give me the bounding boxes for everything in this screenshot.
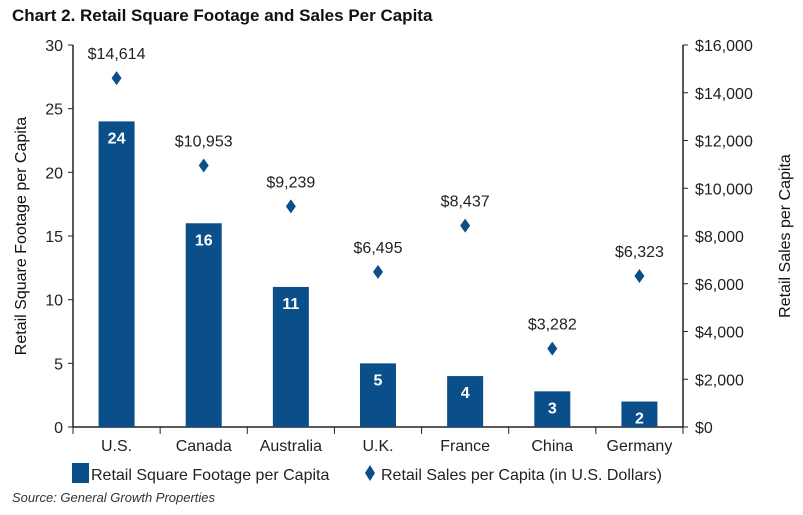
left-tick-label: 10	[45, 293, 63, 310]
bar	[272, 286, 309, 427]
point-label: $8,437	[441, 194, 490, 211]
x-tick-label: Germany	[607, 438, 673, 455]
x-tick-label: U.S.	[101, 438, 132, 455]
diamond-marker	[634, 269, 645, 284]
x-tick-label: China	[531, 438, 573, 455]
bar	[185, 223, 222, 427]
legend-swatch-diamond	[365, 465, 375, 481]
point-label: $6,323	[615, 244, 664, 261]
bar	[447, 376, 484, 427]
legend-label: Retail Square Footage per Capita	[91, 467, 329, 484]
x-tick-label: U.K.	[362, 438, 393, 455]
right-tick-label: $14,000	[695, 86, 753, 103]
right-tick-label: $8,000	[695, 229, 744, 246]
right-tick-label: $10,000	[695, 181, 753, 198]
diamond-marker	[111, 71, 122, 86]
chart-title: Chart 2. Retail Square Footage and Sales…	[12, 6, 433, 25]
bar	[360, 363, 396, 427]
bar-label: 24	[108, 130, 126, 147]
left-tick-label: 15	[45, 229, 63, 246]
point-label: $3,282	[528, 317, 577, 334]
x-tick-label: France	[440, 438, 490, 455]
x-tick-label: Australia	[260, 438, 322, 455]
left-tick-label: 30	[45, 38, 63, 55]
legend-swatch-bar	[72, 463, 89, 483]
bar-label: 5	[374, 372, 383, 389]
right-tick-label: $6,000	[695, 277, 744, 294]
bar-label: 4	[461, 385, 470, 402]
right-tick-label: $0	[695, 420, 713, 437]
left-tick-label: 0	[54, 420, 63, 437]
left-tick-label: 20	[45, 165, 63, 182]
left-tick-label: 25	[45, 102, 63, 119]
bar	[98, 121, 135, 428]
bar	[621, 401, 658, 427]
diamond-marker	[373, 264, 383, 279]
bar	[534, 391, 571, 427]
legend-label: Retail Sales per Capita (in U.S. Dollars…	[381, 467, 662, 484]
diamond-marker	[547, 341, 558, 356]
point-label: $10,953	[175, 133, 233, 150]
right-tick-label: $16,000	[695, 38, 753, 55]
right-axis-title: Retail Sales per Capita	[777, 154, 794, 318]
bar-label: 16	[195, 232, 213, 249]
right-tick-label: $12,000	[695, 134, 753, 151]
x-tick-label: Canada	[176, 438, 232, 455]
point-label: $6,495	[354, 240, 403, 257]
bar-label: 3	[548, 400, 557, 417]
right-tick-label: $2,000	[695, 372, 744, 389]
right-tick-label: $4,000	[695, 325, 744, 342]
bar-label: 2	[635, 411, 644, 428]
bar-label: 11	[282, 296, 299, 313]
left-axis-title: Retail Square Footage per Capita	[13, 117, 30, 355]
point-label: $14,614	[88, 46, 146, 63]
diamond-marker	[198, 158, 209, 173]
point-label: $9,239	[266, 174, 315, 191]
chart-source: Source: General Growth Properties	[12, 490, 216, 505]
left-tick-label: 5	[54, 356, 63, 373]
diamond-marker	[460, 218, 471, 233]
diamond-marker	[285, 199, 296, 214]
